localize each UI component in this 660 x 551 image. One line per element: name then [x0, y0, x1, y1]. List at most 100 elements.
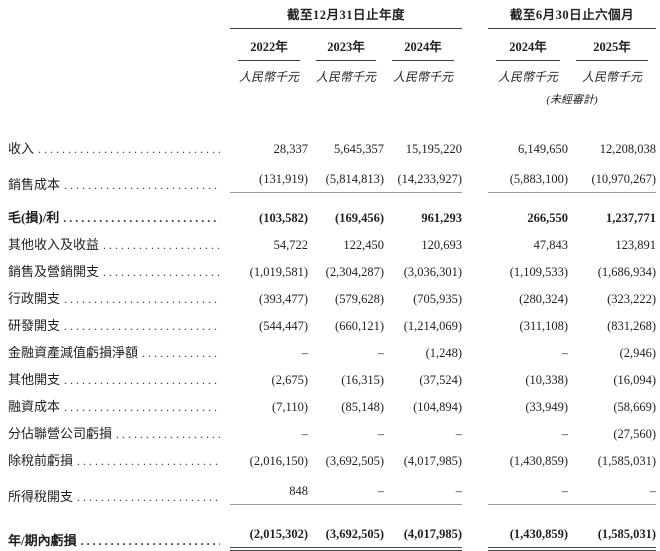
cell-value: (3,692,505) — [325, 454, 384, 468]
header-spacer — [8, 61, 230, 88]
unaudited-row: (未經審計) — [8, 88, 656, 109]
row-label: 其他收入及收益 — [8, 237, 100, 252]
dot-leader — [77, 490, 220, 505]
row-label: 所得稅開支 — [8, 488, 74, 504]
row-finance-costs: 融資成本 (7,110) (85,148) (104,894) (33,949)… — [8, 388, 656, 415]
cell-value: (104,894) — [413, 400, 463, 414]
cell-value: (2,946) — [619, 346, 657, 360]
column-gap — [462, 469, 488, 505]
cell-value: (579,628) — [335, 292, 384, 306]
row-label: 金融資產減值虧損淨額 — [8, 345, 139, 360]
cell-value: – — [455, 427, 463, 441]
cell-value: (10,338) — [525, 373, 569, 387]
dot-leader — [64, 373, 220, 388]
dot-leader — [63, 211, 220, 226]
cell-value: (544,447) — [259, 319, 308, 333]
cell-value: (16,094) — [613, 373, 657, 387]
dot-leader — [64, 400, 220, 415]
cell-value: (1,430,859) — [488, 504, 569, 551]
financial-statement-page: 截至12月31日止年度 截至6月30日止六個月 2022年 2023年 2024… — [0, 0, 660, 506]
cell-value: – — [301, 427, 308, 441]
cell-value: (1,585,031) — [597, 454, 657, 468]
table-body: 收入 28,337 5,645,357 15,195,220 6,149,650… — [8, 109, 657, 551]
row-label: 毛(損)/利 — [8, 210, 60, 225]
row-label: 年/期內虧損 — [8, 533, 77, 548]
column-gap — [462, 88, 488, 109]
year-column-2024-interim: 2024年 — [488, 29, 568, 61]
column-gap — [462, 193, 488, 227]
row-selling-marketing-expenses: 銷售及營銷開支 (1,019,581) (2,304,287) (3,036,3… — [8, 253, 656, 280]
column-gap — [462, 29, 488, 62]
row-revenue: 收入 28,337 5,645,357 15,195,220 6,149,650… — [8, 109, 656, 157]
cell-value: – — [308, 469, 384, 505]
cell-value: (85,148) — [341, 400, 384, 414]
row-loss-before-tax: 除稅前虧損 (2,016,150) (3,692,505) (4,017,985… — [8, 442, 656, 469]
header-spacer — [8, 88, 230, 109]
cell-value: (3,036,301) — [403, 265, 463, 279]
row-label: 研發開支 — [8, 318, 61, 333]
cell-value: (393,477) — [259, 292, 308, 306]
column-gap — [462, 4, 488, 29]
column-gap — [462, 334, 488, 361]
year-label: 2024年 — [392, 29, 455, 61]
cell-value: (1,109,533) — [509, 265, 569, 279]
cell-value: 120,693 — [421, 238, 463, 252]
currency-label: 人民幣千元 — [315, 70, 376, 84]
row-share-of-losses-associates: 分佔聯營公司虧損 – – – – (27,560) — [8, 415, 656, 442]
row-label: 銷售成本 — [8, 176, 61, 192]
cell-value: (33,949) — [525, 400, 569, 414]
cell-value: (169,456) — [335, 211, 384, 225]
dot-leader — [77, 454, 220, 469]
cell-value: (10,970,267) — [568, 157, 657, 193]
dot-leader — [81, 534, 220, 549]
cell-value: 123,891 — [615, 238, 657, 252]
cell-value: 961,293 — [421, 211, 463, 225]
row-label: 融資成本 — [8, 399, 61, 414]
column-gap — [462, 415, 488, 442]
currency-label: 人民幣千元 — [582, 70, 643, 84]
cell-value: – — [377, 346, 384, 360]
row-label: 分佔聯營公司虧損 — [8, 426, 113, 441]
column-gap — [462, 157, 488, 193]
dot-leader — [116, 427, 220, 442]
cell-value: (2,675) — [271, 373, 308, 387]
cell-value: (280,324) — [519, 292, 569, 306]
cell-value: (2,015,302) — [230, 504, 308, 551]
income-statement-table: 截至12月31日止年度 截至6月30日止六個月 2022年 2023年 2024… — [8, 4, 657, 551]
row-rd-expenses: 研發開支 (544,447) (660,121) (1,214,069) (31… — [8, 307, 656, 334]
column-gap — [462, 253, 488, 280]
cell-value: (27,560) — [613, 427, 657, 441]
dot-leader — [38, 142, 220, 157]
cell-value: 28,337 — [273, 142, 308, 156]
dot-leader — [142, 346, 220, 361]
cell-value: (4,017,985) — [384, 504, 463, 551]
cell-value: – — [384, 469, 463, 505]
dot-leader — [64, 319, 220, 334]
cell-value: 122,450 — [343, 238, 384, 252]
year-label: 2025年 — [576, 29, 649, 61]
year-label: 2022年 — [238, 29, 300, 61]
row-cost-of-sales: 銷售成本 (131,919) (5,814,813) (14,233,927) … — [8, 157, 657, 193]
column-gap — [462, 226, 488, 253]
row-impairment-losses-financial-assets: 金融資產減值虧損淨額 – – (1,248) – (2,946) — [8, 334, 656, 361]
currency-label: 人民幣千元 — [498, 70, 559, 84]
column-gap — [462, 307, 488, 334]
cell-value: (1,686,934) — [597, 265, 657, 279]
column-gap — [462, 109, 488, 157]
cell-value: (660,121) — [335, 319, 384, 333]
row-loss-for-year-period: 年/期內虧損 (2,015,302) (3,692,505) (4,017,98… — [8, 504, 657, 551]
row-label: 行政開支 — [8, 291, 61, 306]
year-column-2023: 2023年 — [308, 29, 384, 61]
cell-value: – — [377, 427, 384, 441]
cell-value: (58,669) — [613, 400, 657, 414]
cell-value: (1,248) — [425, 346, 463, 360]
cell-value: 848 — [230, 469, 308, 505]
currency-label: 人民幣千元 — [393, 70, 454, 84]
year-header-row: 2022年 2023年 2024年 2024年 2025年 — [8, 29, 656, 62]
cell-value: (1,585,031) — [568, 504, 657, 551]
column-gap — [462, 361, 488, 388]
cell-value: 54,722 — [273, 238, 308, 252]
cell-value: 1,237,771 — [606, 211, 657, 225]
year-label: 2024年 — [496, 29, 561, 61]
dot-leader — [64, 178, 220, 193]
